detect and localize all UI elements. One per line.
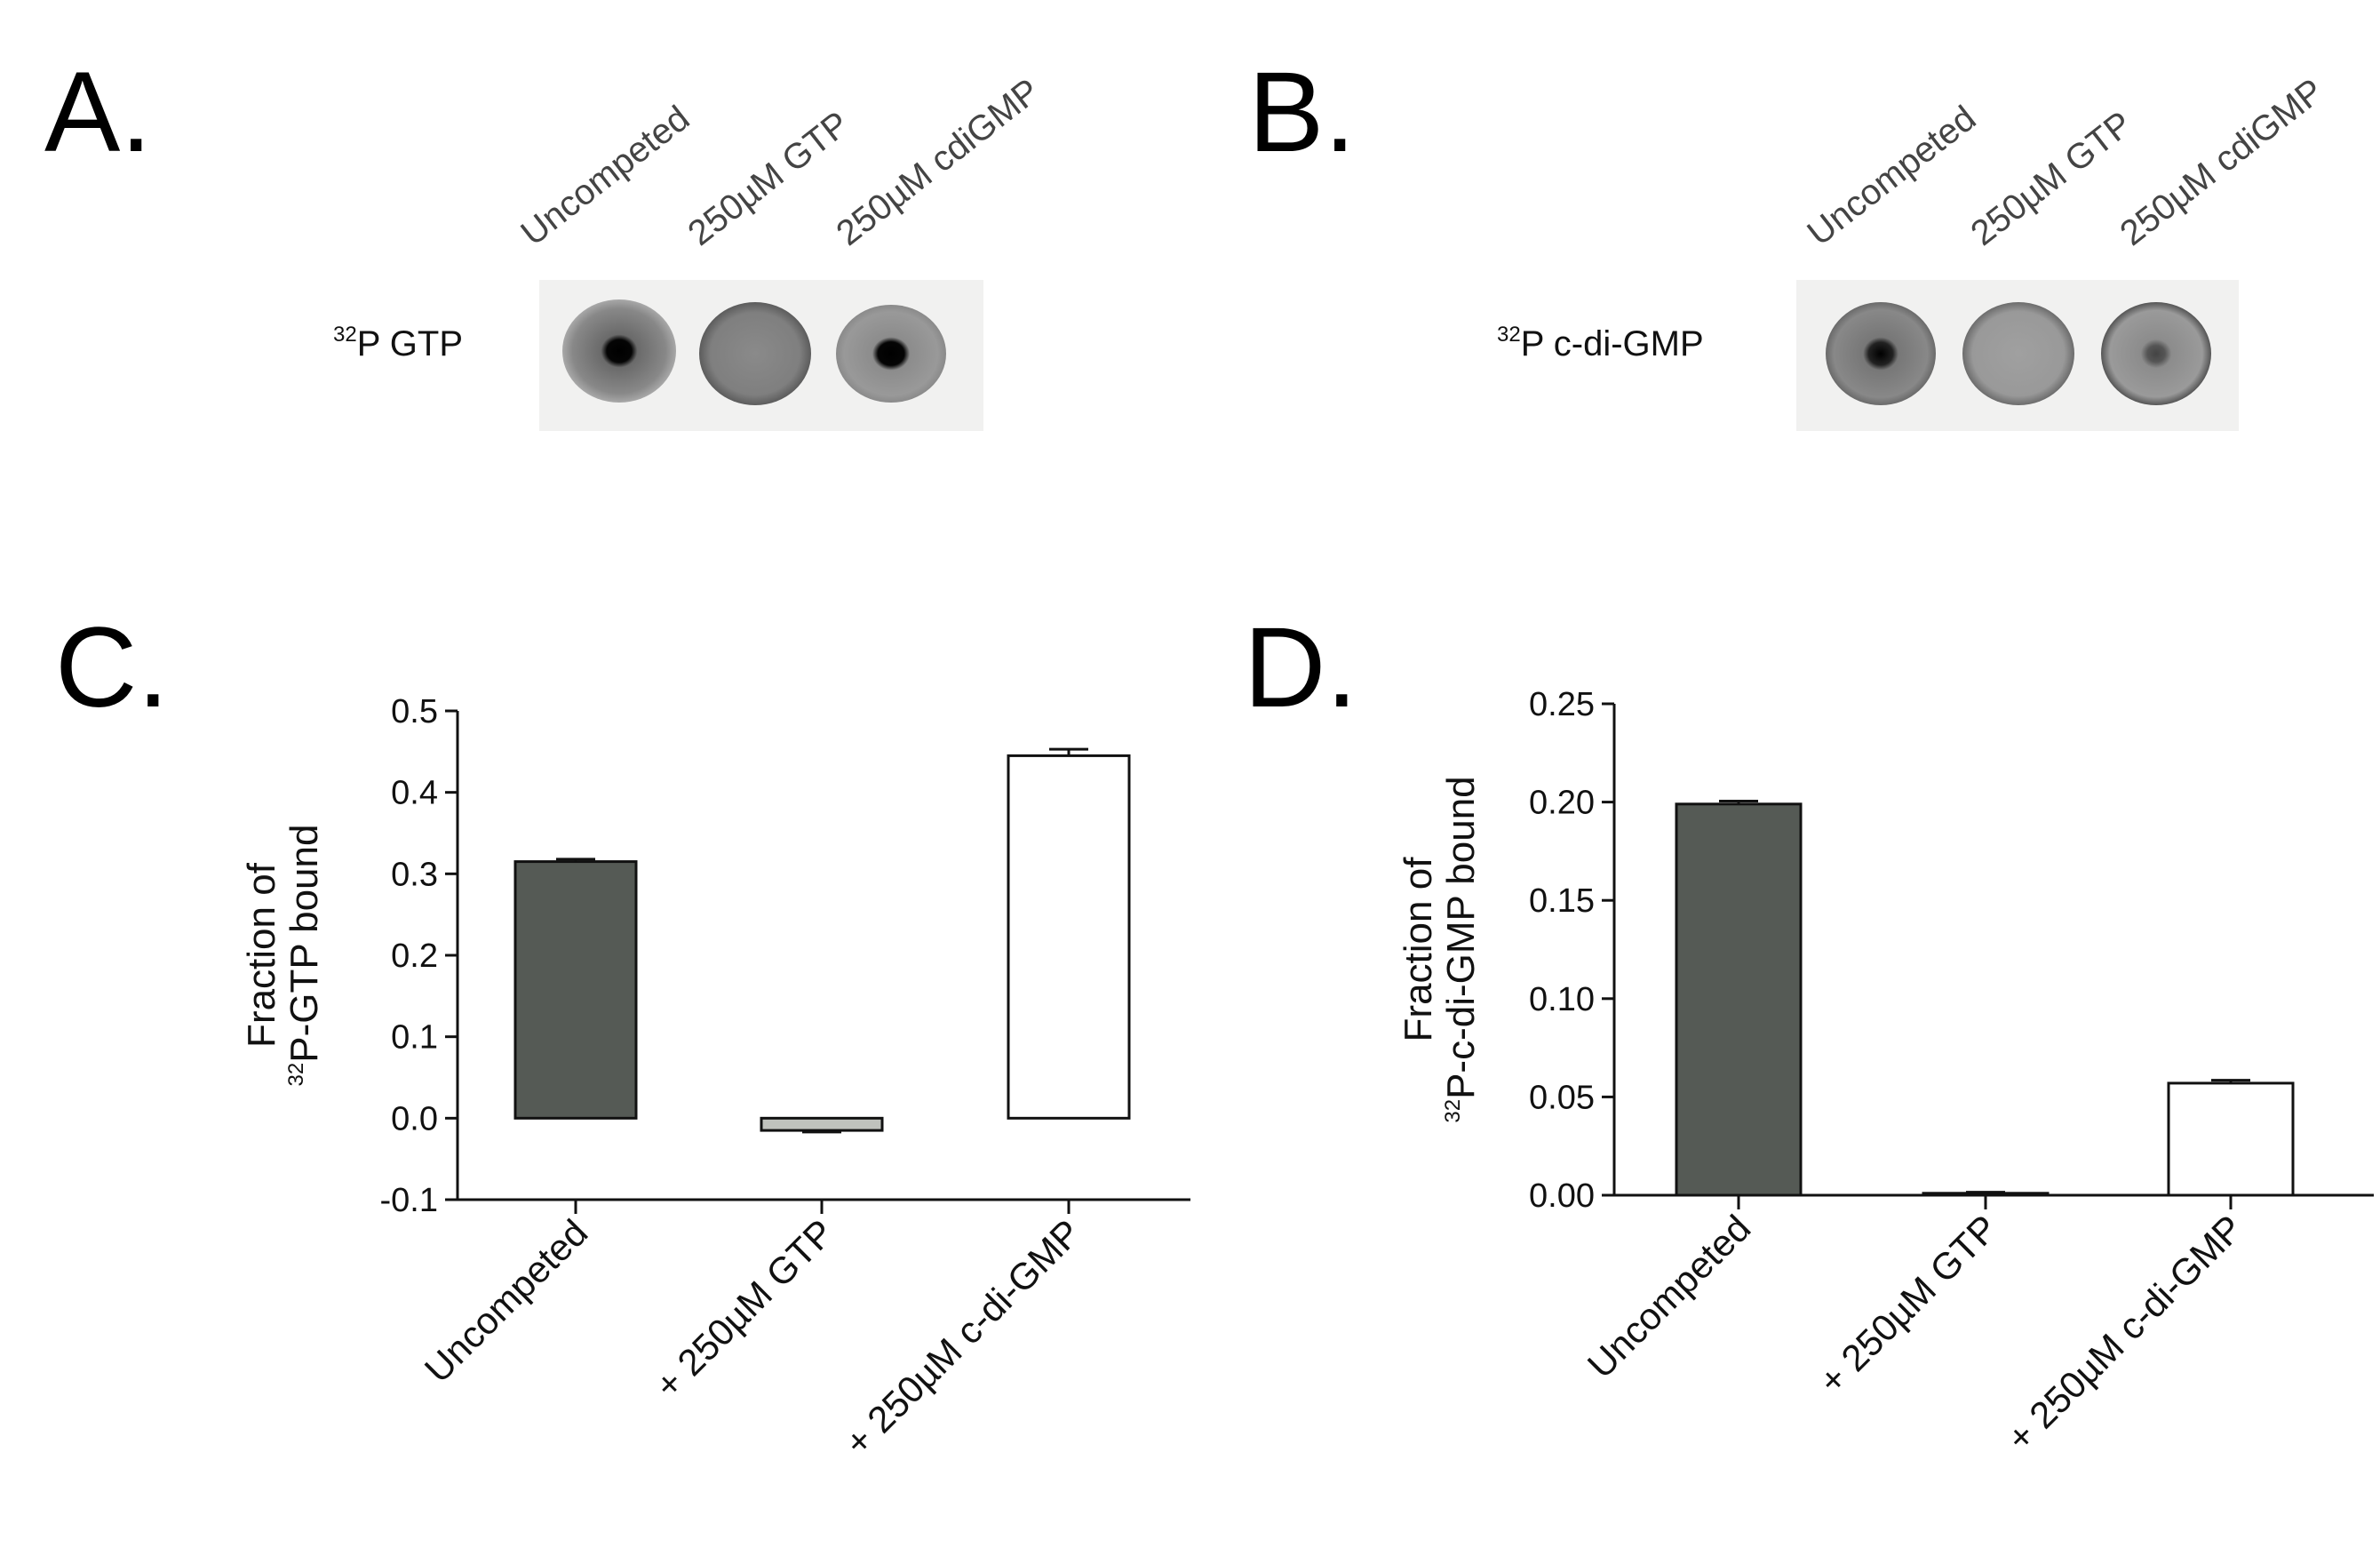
y-tick-label: 0.1 <box>391 1019 438 1057</box>
panel-letter-d: D. <box>1244 604 1357 731</box>
y-tick-label: 0.00 <box>1529 1177 1595 1215</box>
bar <box>1007 754 1131 1120</box>
lane-label: 250µM cdiGMP <box>829 71 1047 253</box>
y-axis-title-line1: Fraction of <box>240 862 283 1048</box>
y-axis-title-line2: 32P-c-di-GMP bound <box>1439 776 1483 1122</box>
lane-label: Uncompeted <box>1800 99 1983 253</box>
x-tick-label: Uncompeted <box>417 1211 596 1391</box>
bar <box>760 1116 884 1132</box>
x-tick-label: Uncompeted <box>1580 1207 1759 1386</box>
y-tick-label: 0.2 <box>391 938 438 975</box>
x-tick-label: + 250µM GTP <box>647 1211 842 1407</box>
row-label-superscript: 32 <box>1497 323 1521 347</box>
y-tick-label: 0.3 <box>391 856 438 893</box>
y-axis-title-text: P-GTP bound <box>283 825 326 1063</box>
blot-spot <box>1826 302 1936 405</box>
blot-spot <box>1962 302 2074 405</box>
y-tick-label: 0.05 <box>1529 1079 1595 1116</box>
y-tick-label: 0.15 <box>1529 882 1595 920</box>
y-tick-label: -0.1 <box>380 1182 438 1219</box>
blot-spot <box>699 302 811 405</box>
row-label-text: P c-di-GMP <box>1521 324 1704 363</box>
row-label: 32P GTP <box>333 323 463 363</box>
y-tick-label: 0.10 <box>1529 981 1595 1018</box>
panel-b-blot: Uncompeted 250µM GTP 250µM cdiGMP 32P c-… <box>1497 71 2330 431</box>
panel-letter-a: A. <box>44 49 152 176</box>
panel-letter-c: C. <box>55 604 169 731</box>
bar <box>1675 802 1803 1197</box>
y-tick-label: 0.4 <box>391 775 438 812</box>
bar <box>2167 1081 2295 1197</box>
y-tick-label: 0.0 <box>391 1100 438 1137</box>
row-label: 32P c-di-GMP <box>1497 323 1704 363</box>
panel-a-blot: Uncompeted 250µM GTP 250µM cdiGMP 32P GT… <box>333 71 1047 431</box>
y-tick-label: 0.25 <box>1529 686 1595 723</box>
blot-spot <box>836 305 946 403</box>
row-label-text: P GTP <box>357 324 463 363</box>
panel-letter-b: B. <box>1248 49 1356 176</box>
x-tick-label: + 250µM GTP <box>1811 1207 2006 1402</box>
y-axis-title-superscript: 32 <box>1441 1099 1465 1123</box>
x-tick-label: + 250µM c-di-GMP <box>836 1211 1088 1464</box>
blot-spot <box>562 299 676 403</box>
y-tick-label: 0.20 <box>1529 785 1595 822</box>
lane-label: Uncompeted <box>513 99 696 253</box>
lane-label: 250µM GTP <box>681 104 856 253</box>
x-tick-label: + 250µM c-di-GMP <box>1998 1207 2250 1459</box>
y-tick-label: 0.5 <box>391 693 438 730</box>
blot-spot <box>2101 302 2211 405</box>
lane-label: 250µM cdiGMP <box>2113 71 2330 253</box>
y-axis-title-line2: 32P-GTP bound <box>283 825 326 1087</box>
row-label-superscript: 32 <box>333 323 357 347</box>
bar <box>513 860 638 1120</box>
lane-label: 250µM GTP <box>1963 104 2139 253</box>
y-axis-title-text: P-c-di-GMP bound <box>1439 776 1483 1099</box>
y-axis-title-line1: Fraction of <box>1397 857 1440 1042</box>
chart-c: -0.1 0.0 0.1 0.2 0.3 0.4 0.5 Fraction of32P-GTP… <box>240 693 1190 1464</box>
y-axis-title-superscript: 32 <box>284 1063 308 1087</box>
